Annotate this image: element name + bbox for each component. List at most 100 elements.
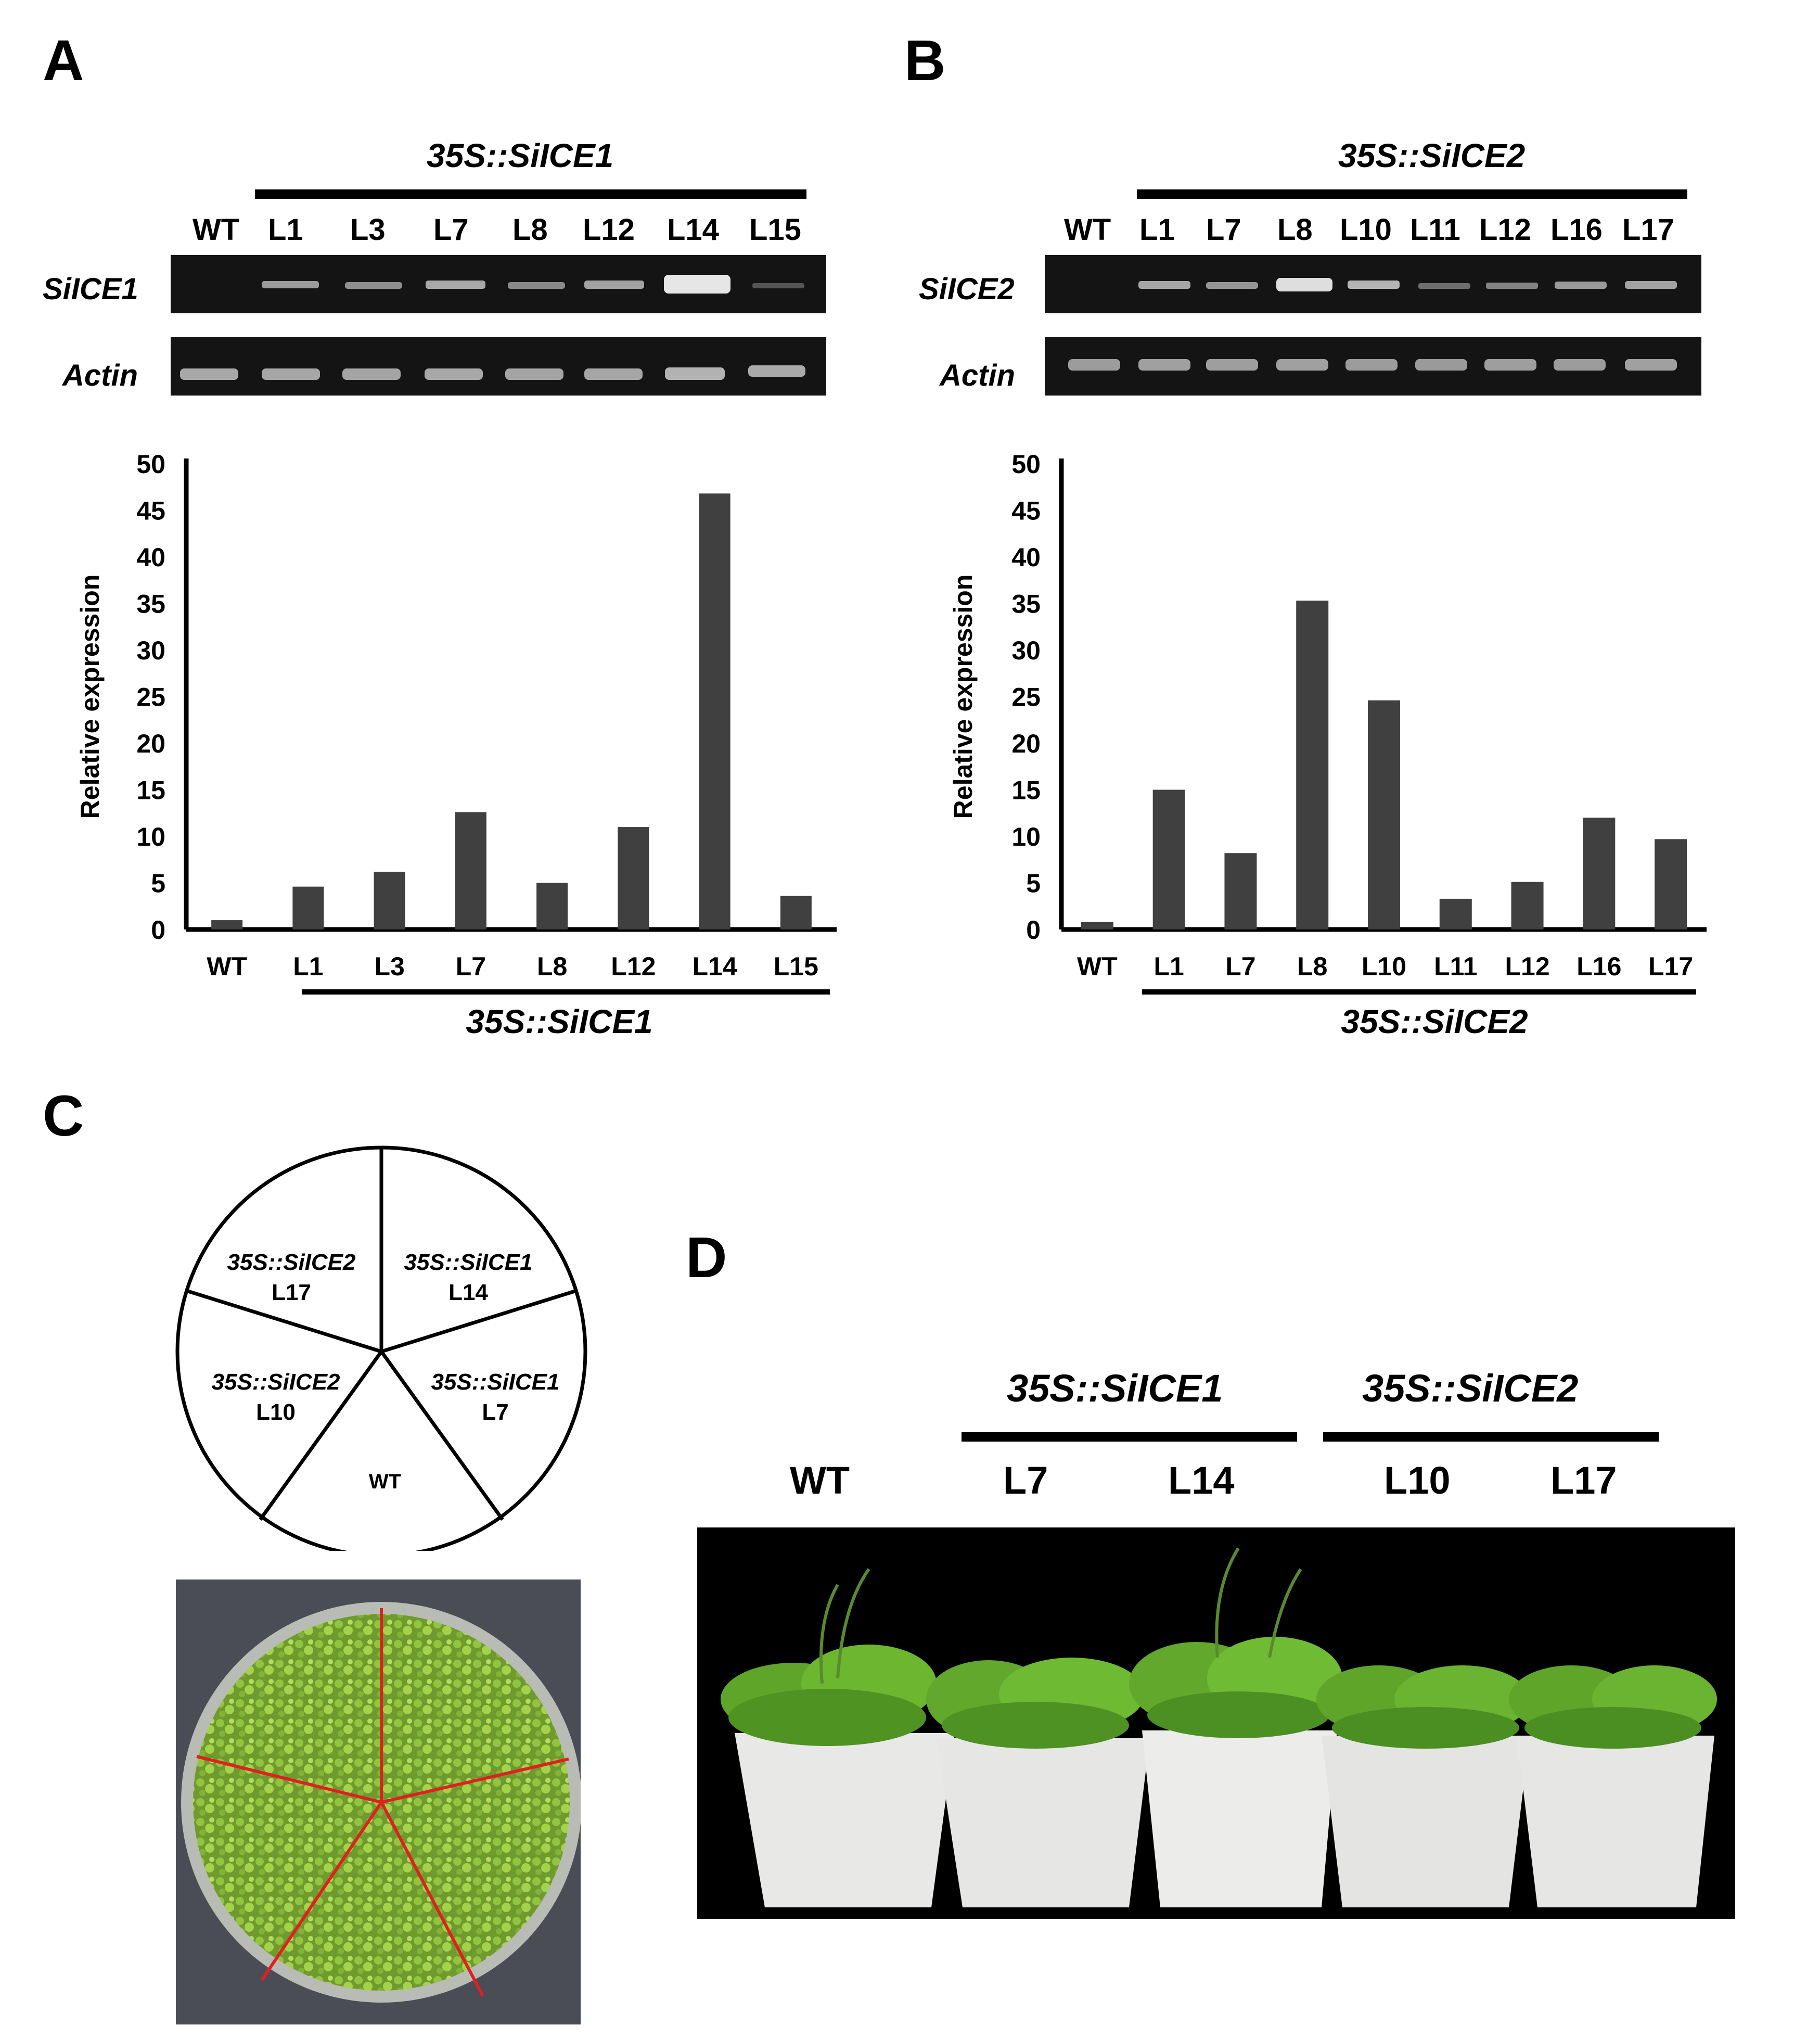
sector-label-line: L14	[448, 1280, 488, 1305]
gel-band	[262, 368, 320, 380]
gel-band	[426, 281, 485, 289]
sector-divider	[380, 1350, 504, 1521]
y-tick-label: 50	[1011, 450, 1041, 479]
sector-divider	[259, 1350, 383, 1521]
photo-d-construct2-bar	[1323, 1432, 1659, 1442]
bar	[1655, 839, 1687, 929]
x-tick-label: L10	[1362, 952, 1406, 981]
photo-d-construct1-bar	[962, 1432, 1297, 1442]
plant-pot-l7	[926, 1658, 1150, 1907]
gel-b-actin-strip	[1045, 337, 1701, 396]
gel-band	[1206, 282, 1258, 289]
gel-band	[1138, 281, 1190, 289]
photo-d-line-label: L7	[1003, 1459, 1048, 1502]
x-tick-label: L15	[774, 952, 818, 981]
gel-band	[1418, 283, 1470, 289]
x-tick-label: L14	[693, 952, 737, 981]
sector-label-line: WT	[369, 1470, 401, 1493]
y-tick-label: 30	[136, 636, 165, 665]
x-axis-label: 35S::SiICE2	[1341, 1003, 1528, 1040]
photo-d-wt-label: WT	[790, 1459, 850, 1502]
gel-b-lane-label: L10	[1340, 213, 1392, 247]
gel-band	[180, 368, 238, 380]
gel-b-lane-label: L17	[1622, 213, 1674, 247]
bar	[455, 812, 486, 929]
y-tick-label: 25	[1011, 683, 1041, 712]
gel-band	[1068, 359, 1120, 371]
y-tick-label: 20	[136, 729, 165, 758]
sector-label-construct: 35S::SiICE1	[404, 1250, 533, 1275]
bar	[292, 886, 324, 929]
plant-photo	[697, 1527, 1735, 1919]
bar	[536, 883, 568, 929]
x-tick-label: L1	[1153, 952, 1184, 981]
photo-d-construct1-label: 35S::SiICE1	[1007, 1367, 1223, 1410]
gel-a-gene-label: SiICE1	[43, 272, 138, 306]
gel-b-lane-label: L8	[1277, 213, 1313, 247]
bar	[374, 872, 405, 929]
gel-a-actin-strip	[171, 337, 826, 396]
gel-band	[345, 282, 402, 289]
y-tick-label: 5	[151, 869, 165, 898]
gel-a-lane-label: L8	[512, 213, 548, 247]
photo-d-line-label: L14	[1168, 1459, 1235, 1502]
plant-pot-l14	[1129, 1547, 1342, 1907]
bar	[618, 827, 649, 929]
y-axis-label: Relative expression	[949, 575, 978, 819]
y-tick-label: 20	[1011, 729, 1041, 758]
bar	[211, 920, 243, 929]
gel-band	[1415, 359, 1467, 371]
gel-band	[505, 368, 563, 380]
bar	[1152, 789, 1185, 929]
gel-band	[584, 281, 644, 289]
sector-divider	[380, 1289, 578, 1354]
plate-diagram: 35S::SiICE2 L17 35S::SiICE1 L14 35S::SiI…	[175, 1145, 587, 1551]
gel-band	[1345, 359, 1398, 371]
gel-band	[1276, 359, 1328, 371]
gel-a-lane-label: L7	[433, 213, 469, 247]
gel-band	[508, 282, 565, 289]
photo-d-construct2-label: 35S::SiICE2	[1362, 1367, 1579, 1410]
gel-b-gene-strip	[1045, 255, 1701, 313]
plate-divider-red	[381, 1757, 569, 1804]
x-tick-label: L11	[1434, 952, 1477, 981]
bar	[1368, 700, 1400, 929]
x-tick-label: L3	[374, 952, 404, 981]
y-tick-label: 35	[136, 590, 165, 619]
bar	[1511, 882, 1544, 929]
x-tick-label: L16	[1577, 952, 1621, 981]
gel-a-actin-label: Actin	[62, 359, 138, 392]
panel-label-c: C	[43, 1084, 84, 1148]
gel-band	[1276, 278, 1332, 291]
gel-band	[1625, 281, 1677, 289]
y-tick-label: 35	[1011, 590, 1041, 619]
panel-label-b: B	[904, 29, 946, 93]
bar	[780, 896, 812, 929]
gel-a-gene-strip	[171, 255, 826, 313]
gel-band	[748, 365, 805, 377]
gel-b-construct-label: 35S::SiICE2	[1338, 137, 1526, 174]
gel-b-lane-label: L11	[1410, 213, 1460, 247]
gel-band	[1555, 282, 1607, 289]
y-tick-label: 40	[1011, 543, 1041, 572]
gel-a-lane-label: WT	[193, 213, 240, 247]
y-tick-label: 45	[1011, 496, 1041, 526]
gel-band	[342, 368, 401, 380]
sector-label-construct: 35S::SiICE2	[212, 1369, 341, 1395]
y-tick-label: 15	[136, 776, 165, 805]
bar	[1296, 601, 1329, 929]
gel-band	[664, 275, 730, 294]
panel-label-a: A	[43, 29, 84, 93]
gel-a-construct-label: 35S::SiICE1	[427, 137, 614, 174]
sector-label-construct: 35S::SiICE2	[227, 1250, 356, 1275]
sector-label-line: L10	[256, 1399, 296, 1425]
y-tick-label: 0	[1026, 915, 1041, 945]
plant-pot-l10	[1316, 1665, 1530, 1907]
plate-divider-red	[196, 1755, 382, 1804]
gel-band	[752, 283, 804, 288]
plant-pot-l17	[1509, 1665, 1717, 1907]
gel-band	[665, 367, 725, 380]
sector-label-construct: 35S::SiICE1	[431, 1369, 560, 1395]
photo-d-line-label: L10	[1384, 1459, 1451, 1502]
sector-label-line: L7	[482, 1399, 508, 1425]
